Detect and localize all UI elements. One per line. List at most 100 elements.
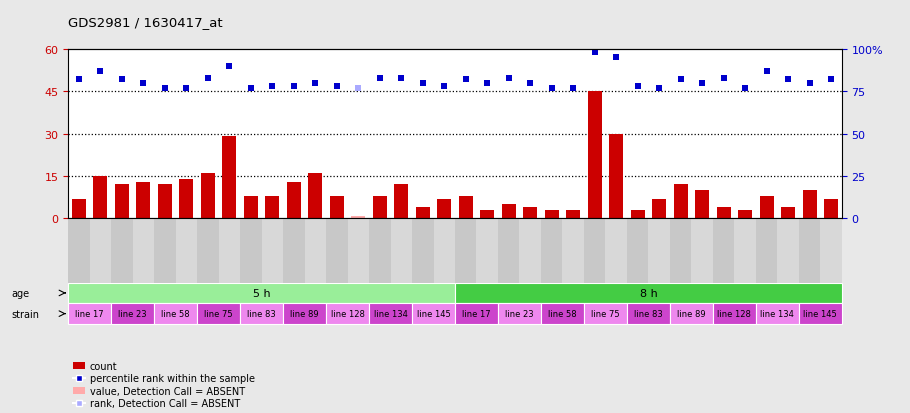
Text: age: age [11, 288, 29, 298]
Bar [692, 219, 713, 283]
Bar [179, 179, 194, 219]
Bar [523, 208, 537, 219]
Bar [734, 219, 756, 283]
Bar [262, 219, 283, 283]
Text: line 89: line 89 [677, 309, 705, 318]
Bar [781, 208, 795, 219]
Bar [438, 199, 451, 219]
Bar [652, 199, 666, 219]
Text: line 128: line 128 [717, 309, 752, 318]
Bar [716, 208, 731, 219]
Bar [695, 191, 709, 219]
Bar [670, 304, 713, 324]
Text: line 58: line 58 [161, 309, 190, 318]
Text: 8 h: 8 h [640, 288, 657, 298]
Bar [111, 304, 154, 324]
Bar [136, 182, 150, 219]
Text: line 145: line 145 [804, 309, 837, 318]
Bar [433, 219, 455, 283]
Bar [756, 219, 777, 283]
Bar [68, 283, 455, 304]
Text: GDS2981 / 1630417_at: GDS2981 / 1630417_at [68, 16, 223, 29]
Bar [803, 191, 816, 219]
Bar [738, 211, 752, 219]
Bar [584, 304, 627, 324]
Bar [670, 219, 692, 283]
Bar [648, 219, 670, 283]
Bar [154, 219, 176, 283]
Bar [412, 304, 455, 324]
Bar [631, 211, 644, 219]
Bar [459, 196, 472, 219]
Text: line 23: line 23 [505, 309, 534, 318]
Bar [799, 219, 820, 283]
Bar [412, 219, 433, 283]
Bar [68, 304, 111, 324]
Text: line 134: line 134 [374, 309, 408, 318]
Legend: count, percentile rank within the sample, value, Detection Call = ABSENT, rank, : count, percentile rank within the sample… [73, 361, 255, 408]
Text: strain: strain [11, 309, 39, 319]
Bar [394, 185, 409, 219]
Bar [455, 283, 842, 304]
Bar [545, 211, 559, 219]
Bar [799, 304, 842, 324]
Bar [197, 219, 218, 283]
Bar [477, 219, 498, 283]
Bar [176, 219, 197, 283]
Bar [390, 219, 412, 283]
Bar [498, 219, 520, 283]
Text: 5 h: 5 h [253, 288, 270, 298]
Text: line 23: line 23 [118, 309, 147, 318]
Bar [562, 219, 584, 283]
Bar [240, 304, 283, 324]
Bar [329, 196, 344, 219]
Bar [305, 219, 326, 283]
Text: line 75: line 75 [592, 309, 620, 318]
Bar [609, 134, 623, 219]
Bar [240, 219, 262, 283]
Bar [824, 199, 838, 219]
Bar [158, 185, 172, 219]
Text: line 58: line 58 [548, 309, 577, 318]
Text: line 145: line 145 [417, 309, 450, 318]
Bar [218, 219, 240, 283]
Text: line 83: line 83 [248, 309, 276, 318]
Bar [501, 205, 516, 219]
Bar [133, 219, 154, 283]
Text: line 89: line 89 [290, 309, 318, 318]
Bar [605, 219, 627, 283]
Bar [326, 219, 348, 283]
Text: line 75: line 75 [205, 309, 233, 318]
Bar [115, 185, 129, 219]
Bar [373, 196, 387, 219]
Bar [584, 219, 605, 283]
Text: line 83: line 83 [634, 309, 662, 318]
Bar [266, 196, 279, 219]
Bar [416, 208, 430, 219]
Bar [541, 304, 584, 324]
Bar [308, 174, 322, 219]
Text: line 134: line 134 [761, 309, 794, 318]
Bar [541, 219, 562, 283]
Bar [588, 92, 602, 219]
Text: line 17: line 17 [462, 309, 490, 318]
Bar [627, 219, 648, 283]
Bar [201, 174, 215, 219]
Bar [369, 304, 412, 324]
Bar [756, 304, 799, 324]
Bar [455, 304, 498, 324]
Bar [348, 219, 369, 283]
Bar [283, 304, 326, 324]
Bar [480, 211, 494, 219]
Bar [154, 304, 197, 324]
Bar [326, 304, 369, 324]
Bar [713, 304, 756, 324]
Bar [90, 219, 111, 283]
Bar [713, 219, 734, 283]
Bar [68, 219, 90, 283]
Bar [197, 304, 240, 324]
Bar [820, 219, 842, 283]
Bar [627, 304, 670, 324]
Bar [287, 182, 301, 219]
Bar [760, 196, 774, 219]
